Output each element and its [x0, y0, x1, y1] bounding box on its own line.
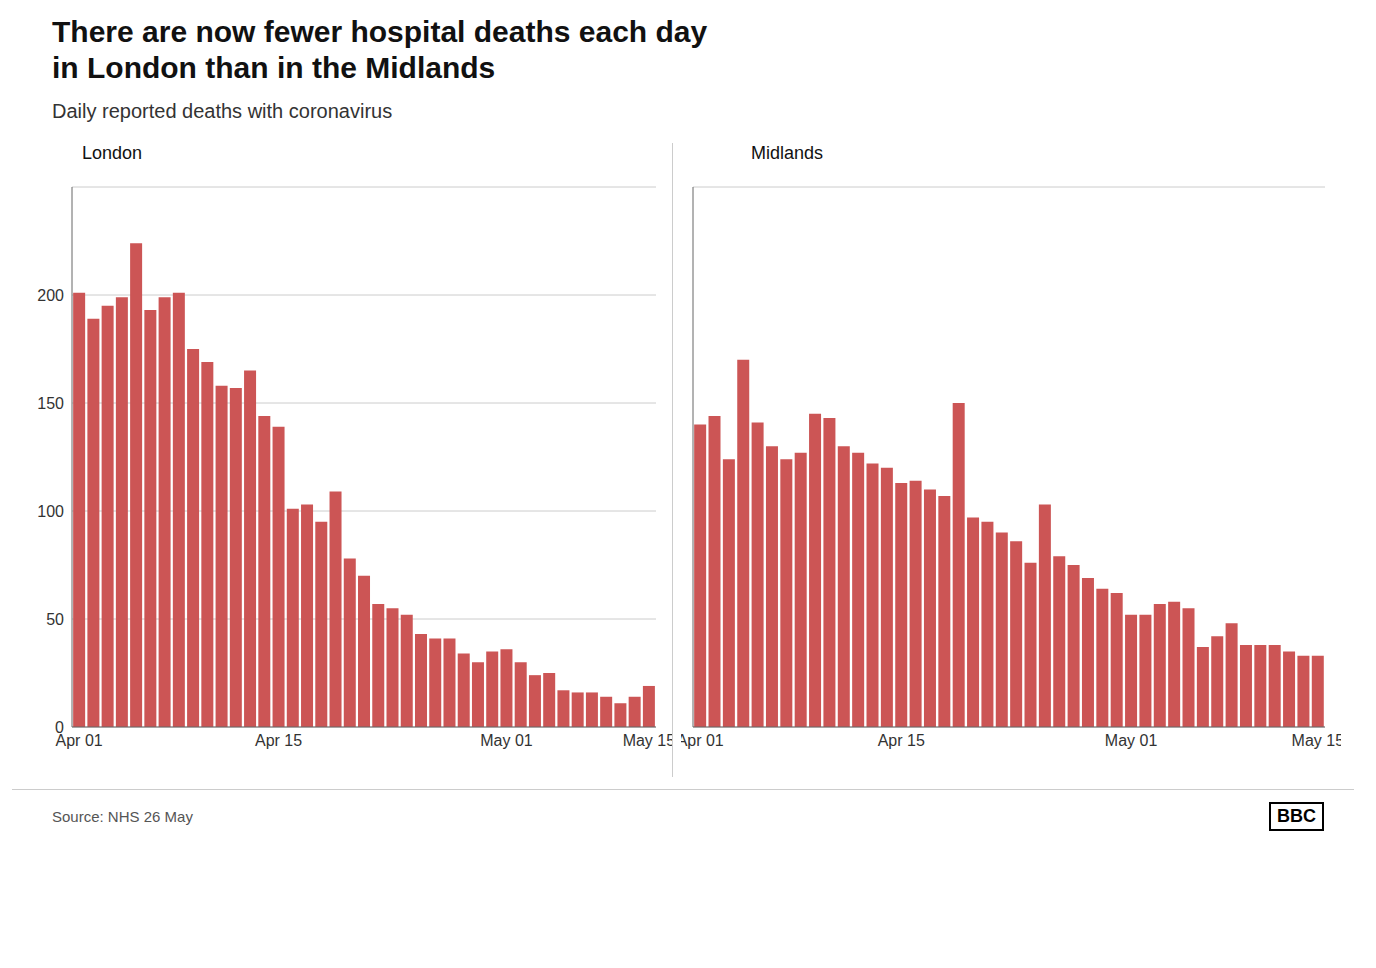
html-text:Source: NHS 26 May: Source: NHS 26 May: [52, 808, 193, 825]
svg-text:Apr 01: Apr 01: [55, 732, 103, 750]
svg-text:200: 200: [37, 287, 64, 304]
svg-text:Apr 15: Apr 15: [878, 732, 925, 749]
svg-text:Apr 15: Apr 15: [255, 732, 302, 749]
html-text:There are now fewer hospital d: There are now fewer hospital deaths each…: [52, 15, 708, 84]
svg-text:50: 50: [46, 611, 64, 628]
svg-text:May 15: May 15: [623, 732, 672, 749]
html-text:London: London: [82, 143, 143, 163]
svg-text:May 15: May 15: [1292, 732, 1341, 749]
svg-text:May 01: May 01: [480, 732, 533, 749]
svg-text:May 01: May 01: [1105, 732, 1158, 749]
svg-text:100: 100: [37, 503, 64, 520]
html-text:Midlands: Midlands: [751, 143, 823, 163]
svg-text:Apr 01: Apr 01: [681, 732, 724, 749]
html-text:BBC: BBC: [1277, 806, 1316, 826]
html-text:Daily reported deaths with cor: Daily reported deaths with coronavirus: [52, 100, 393, 122]
svg-text:0: 0: [55, 719, 64, 736]
svg-text:150: 150: [37, 395, 64, 412]
